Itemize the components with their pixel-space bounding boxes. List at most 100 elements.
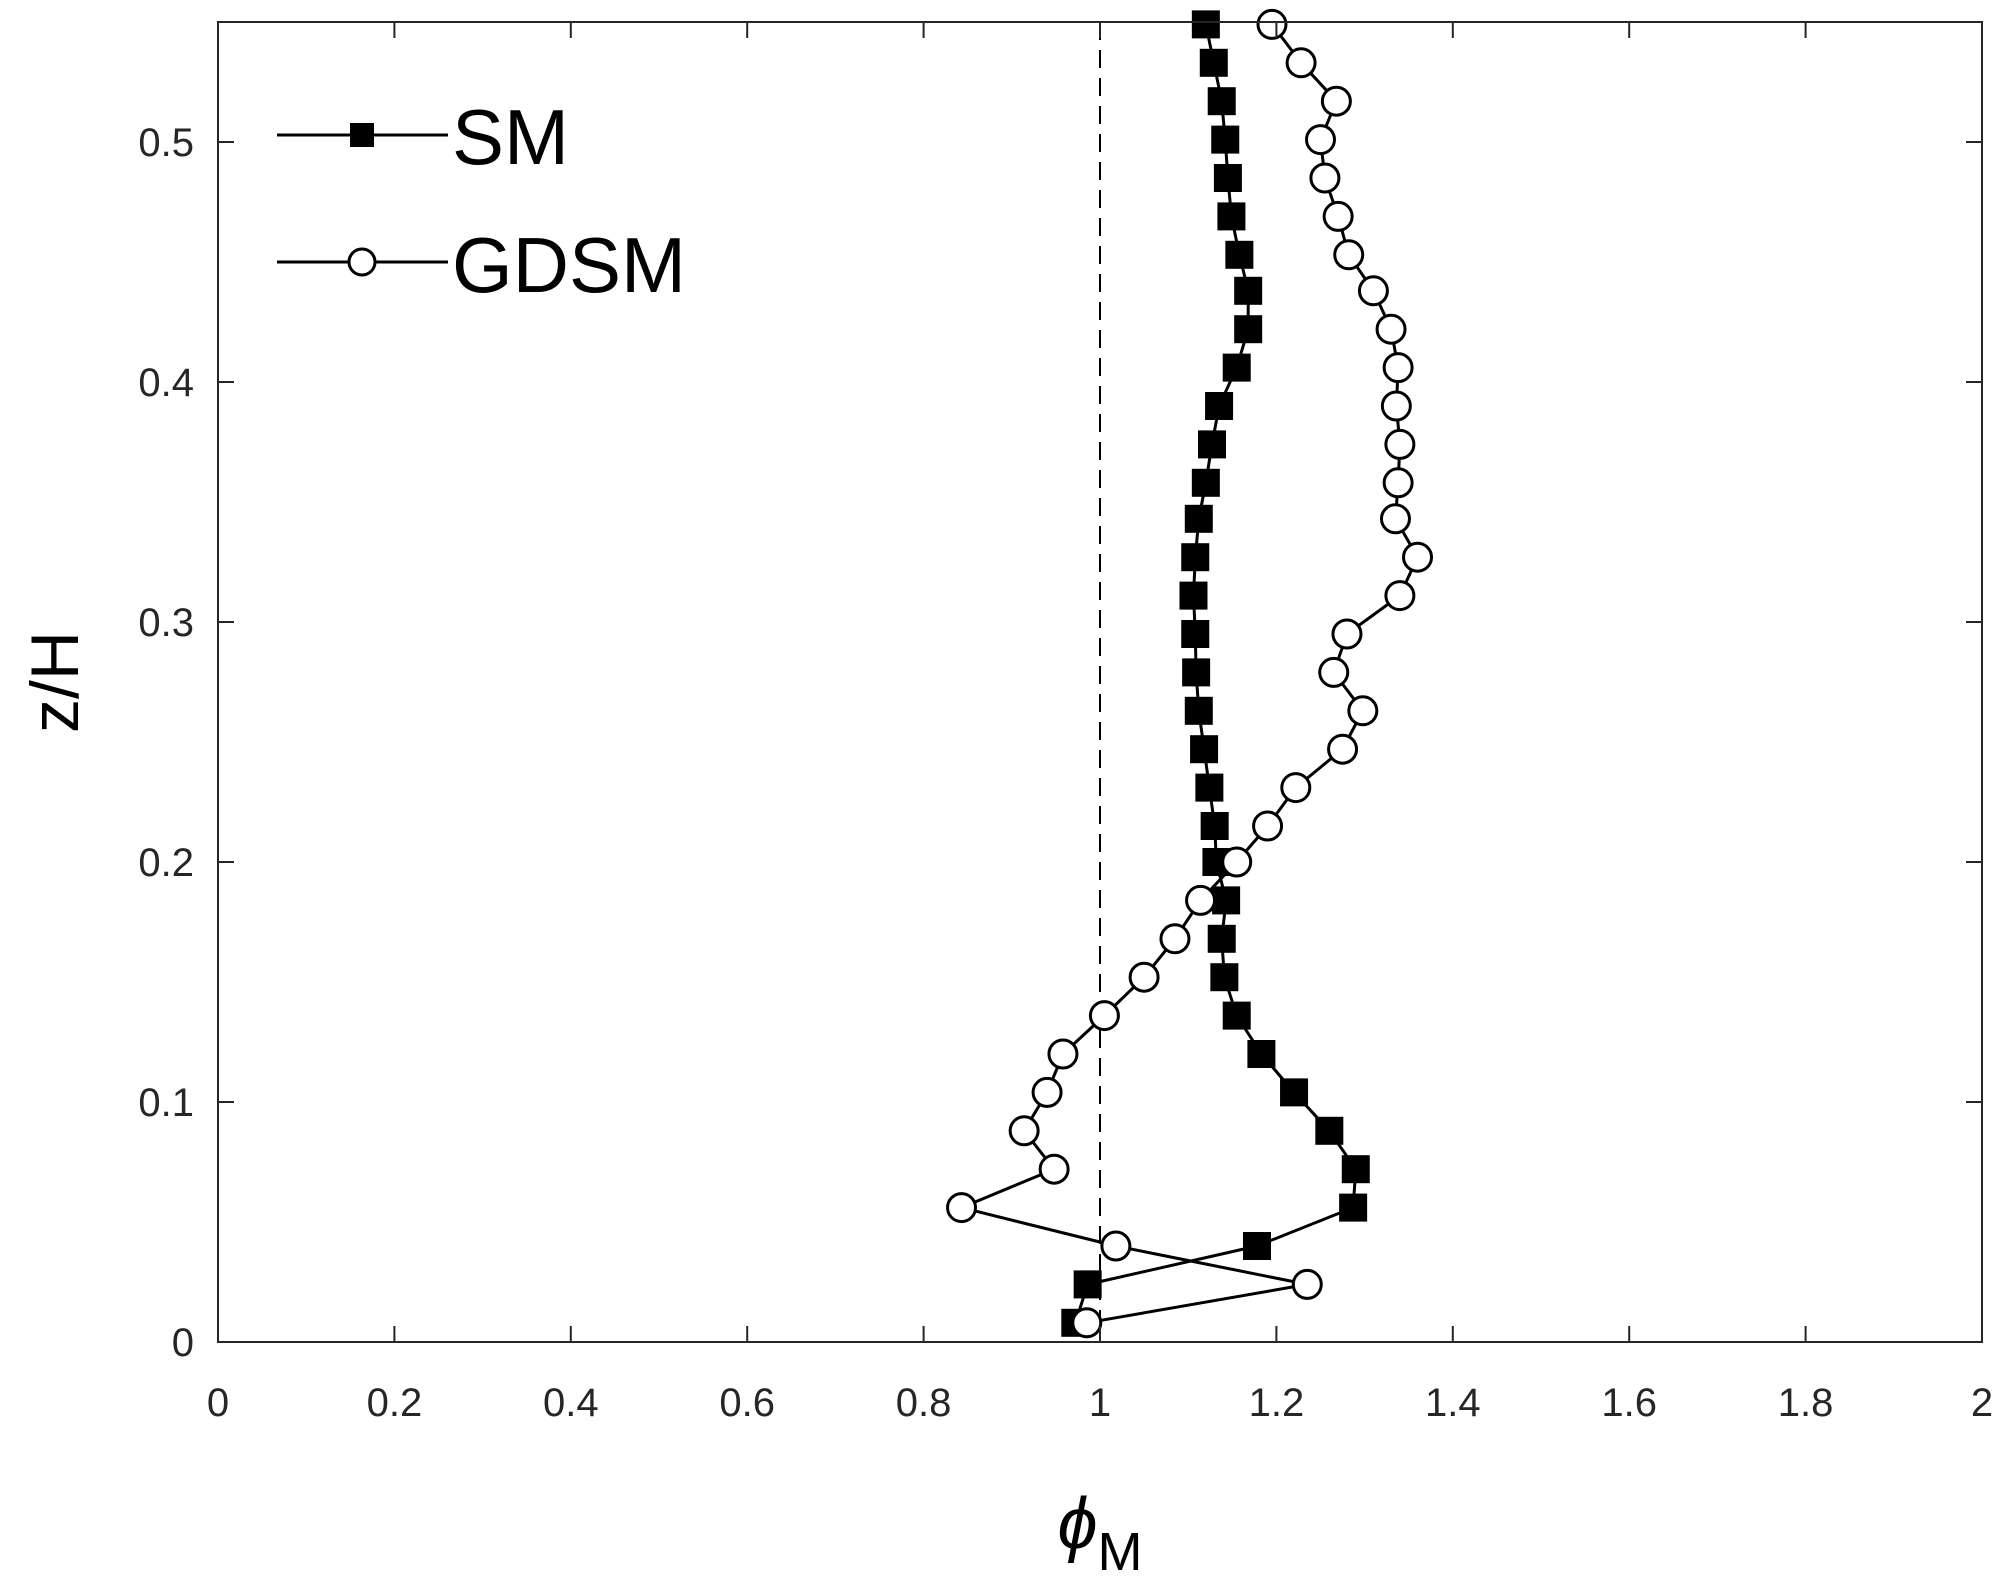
data-point-sm [1247,1040,1276,1068]
data-point-sm [1198,430,1227,459]
legend-marker-sm [350,123,374,147]
data-point-gdsm [1305,124,1336,156]
data-point-gdsm [1071,1307,1103,1339]
x-tick-label: 2 [1971,1381,1993,1425]
data-point-sm [1073,1270,1102,1299]
data-point-sm [1205,392,1234,420]
data-point-sm [1181,620,1210,648]
data-point-gdsm [1384,580,1416,612]
x-axis-label: ϕM [1057,1484,1142,1582]
x-tick-label: 0 [207,1381,229,1425]
data-point-sm [1225,240,1254,269]
y-tick-label: 0.5 [138,121,194,165]
data-point-sm [1242,1232,1271,1260]
data-point-gdsm [1375,313,1407,345]
data-point-gdsm [1309,162,1341,194]
x-tick-label: 1 [1089,1381,1111,1425]
data-point-gdsm [1318,656,1350,688]
data-point-sm [1184,504,1213,533]
legend-label-gdsm: GDSM [452,221,686,309]
data-point-sm [1207,924,1236,953]
tick-labels-layer: 0 0.2 0.4 0.6 0.8 1 1.2 1.4 1.6 1.8 2 0 0.1 0.2 0.3 0.4… [138,121,1993,1425]
data-point-gdsm [1252,810,1284,842]
data-point-gdsm [1038,1153,1070,1185]
data-point-sm [1315,1116,1344,1145]
legend-marker-gdsm [347,247,377,277]
data-point-gdsm [1128,961,1160,993]
y-tick-label: 0.4 [138,361,194,405]
legend-entry-sm: SM [277,93,569,181]
y-tick-label: 0.2 [138,841,194,885]
data-point-sm [1213,164,1242,192]
data-point-sm [1217,202,1246,231]
data-point-gdsm [1402,541,1434,573]
x-tick-label: 1.4 [1425,1381,1481,1425]
data-point-gdsm [1100,1230,1132,1262]
data-point-gdsm [1285,47,1317,79]
data-point-gdsm [1047,1038,1079,1070]
data-point-sm [1280,1078,1309,1107]
data-point-gdsm [1031,1076,1063,1108]
series-sm [1061,10,1370,1337]
data-point-gdsm [1088,1000,1120,1032]
data-point-gdsm [1322,200,1354,232]
data-point-gdsm [1320,85,1352,117]
data-point-gdsm [1185,884,1217,916]
data-point-gdsm [1256,8,1288,40]
data-point-gdsm [1384,428,1416,460]
legend-label-sm: SM [452,93,569,181]
y-axis-label: z/H [17,631,93,733]
data-point-gdsm [1357,275,1389,307]
data-point-sm [1200,812,1229,840]
data-point-gdsm [1333,239,1365,271]
data-point-sm [1210,963,1239,992]
data-point-sm [1234,276,1263,305]
data-point-sm [1339,1193,1368,1222]
series-gdsm [946,8,1434,1339]
data-point-sm [1222,353,1251,382]
data-point-sm [1181,543,1210,572]
x-tick-label: 0.6 [719,1381,775,1425]
data-point-gdsm [1221,846,1253,878]
data-point-sm [1179,581,1208,610]
x-tick-label: 0.8 [896,1381,952,1425]
data-point-gdsm [946,1192,978,1224]
data-point-sm [1190,735,1219,764]
data-point-sm [1191,10,1220,39]
data-point-sm [1212,886,1241,915]
data-point-sm [1199,48,1228,77]
x-axis-label-subscript: M [1098,1522,1143,1582]
data-point-gdsm [1382,467,1414,499]
data-point-gdsm [1380,390,1412,422]
x-axis-label-symbol: ϕ [1057,1484,1097,1564]
data-point-gdsm [1291,1268,1323,1300]
data-point-sm [1184,696,1213,725]
legend-entry-gdsm: GDSM [277,221,686,309]
x-tick-label: 1.6 [1601,1381,1657,1425]
ticks-layer [217,22,1983,1343]
data-point-sm [1182,658,1211,687]
data-point-sm [1234,315,1263,344]
x-tick-label: 1.2 [1249,1381,1305,1425]
data-point-gdsm [1008,1115,1040,1147]
data-point-gdsm [1280,772,1312,804]
data-point-sm [1341,1155,1370,1184]
data-point-sm [1195,773,1224,802]
y-tick-label: 0.1 [138,1081,194,1125]
data-point-gdsm [1382,352,1414,384]
x-tick-label: 1.8 [1778,1381,1834,1425]
y-tick-label: 0 [172,1321,194,1365]
data-point-gdsm [1331,618,1363,650]
x-tick-label: 0.2 [367,1381,423,1425]
y-tick-label: 0.3 [138,601,194,645]
legend: SM GDSM [277,93,686,309]
series-layer [946,8,1434,1339]
data-point-gdsm [1379,503,1411,535]
x-tick-label: 0.4 [543,1381,599,1425]
data-point-gdsm [1327,733,1359,765]
data-point-gdsm [1159,923,1191,955]
data-point-sm [1222,1001,1251,1030]
data-point-gdsm [1347,695,1379,727]
data-point-sm [1191,468,1220,497]
